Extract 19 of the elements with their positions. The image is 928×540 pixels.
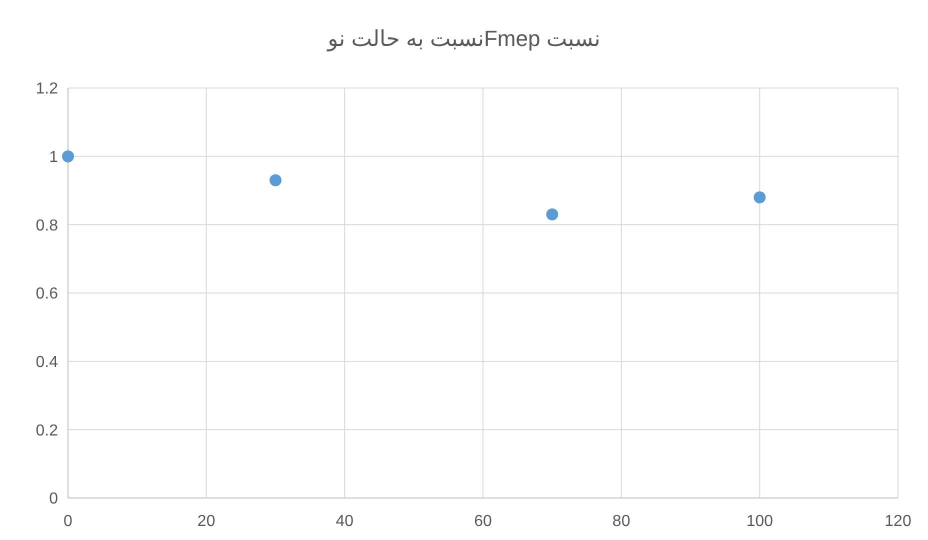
point [754,191,766,204]
y-tick-label: 1 [49,148,58,166]
x-tick-label: 60 [474,513,492,530]
y-tick-label: 0.6 [36,286,58,303]
y-tick-label: 0 [49,490,58,508]
x-tick-label: 100 [746,513,774,530]
point [546,208,558,220]
y-tick-label: 0.4 [36,354,58,371]
x-tick-label: 80 [612,513,630,530]
y-tick-label: 1.2 [36,80,58,98]
point [62,150,74,162]
chart-title: نسبت Fmepنسبت به حالت نو [326,26,600,52]
point [270,174,282,186]
x-tick-label: 20 [197,513,216,530]
y-tick-label: 0.8 [36,217,58,234]
x-tick-label: 40 [336,513,354,530]
x-tick-label: 0 [64,513,73,530]
x-tick-label: 120 [884,513,912,530]
y-tick-label: 0.2 [36,422,58,440]
